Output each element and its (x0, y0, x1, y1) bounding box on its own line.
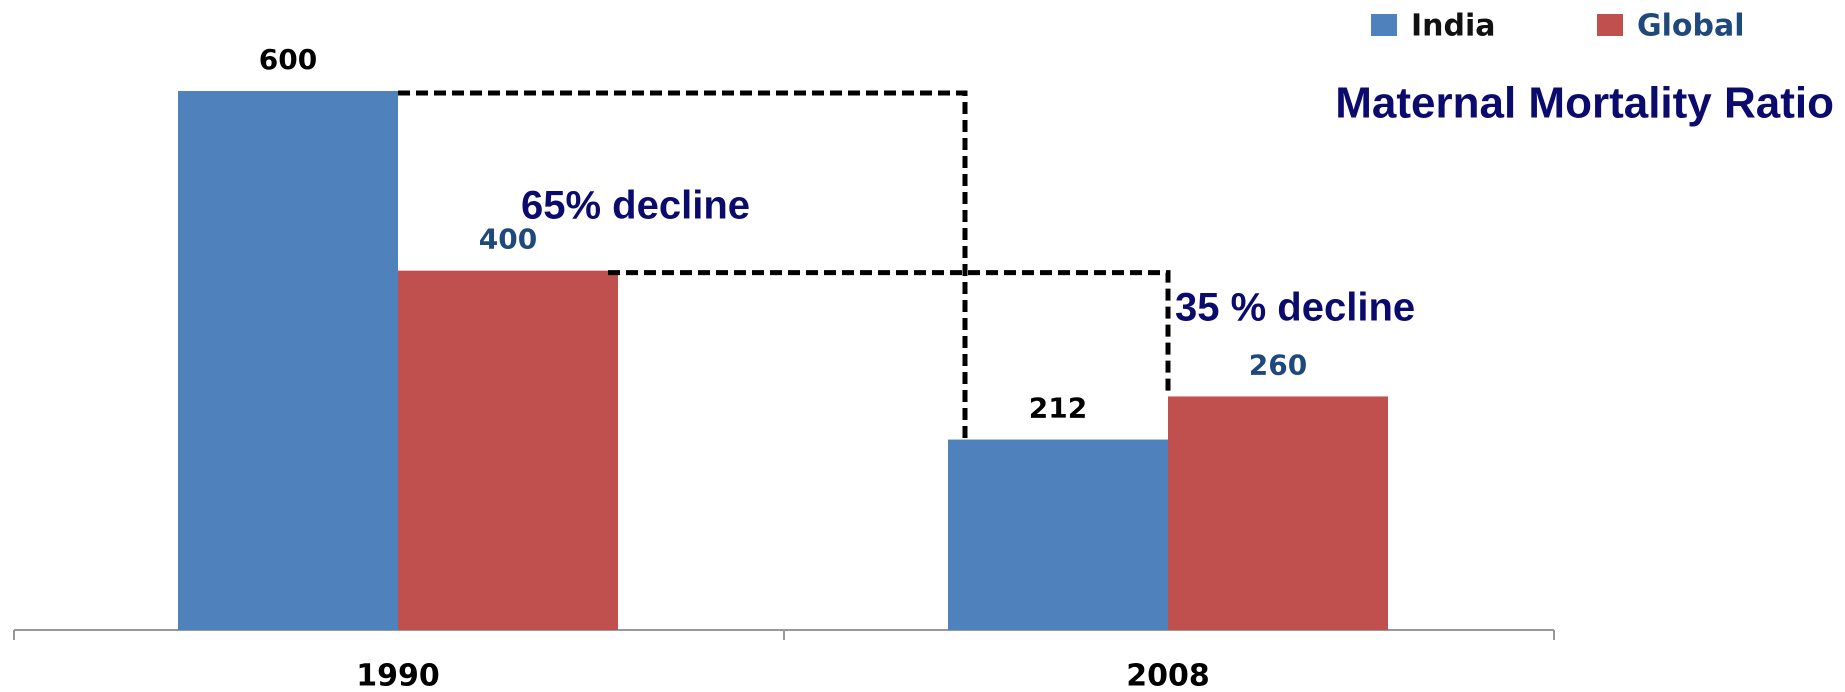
legend-swatch (1371, 14, 1397, 36)
value-label: 260 (1249, 348, 1307, 381)
annotation: 65% decline (521, 184, 750, 228)
bar (398, 270, 618, 630)
bar (178, 91, 398, 630)
connector (608, 270, 1171, 397)
value-label: 600 (259, 43, 317, 76)
x-tick-label: 2008 (1126, 659, 1210, 692)
x-tick-label: 1990 (356, 659, 440, 692)
legend-swatch (1597, 14, 1623, 36)
legend-label: India (1411, 9, 1496, 44)
value-label: 212 (1029, 392, 1087, 425)
value-label: 400 (479, 223, 537, 256)
bar (1168, 396, 1388, 630)
legend-label: Global (1637, 9, 1745, 44)
bar (948, 439, 1168, 630)
chart-title: Maternal Mortality Ratio (1335, 79, 1834, 128)
connector (398, 90, 968, 440)
annotation: 35 % decline (1175, 286, 1415, 330)
